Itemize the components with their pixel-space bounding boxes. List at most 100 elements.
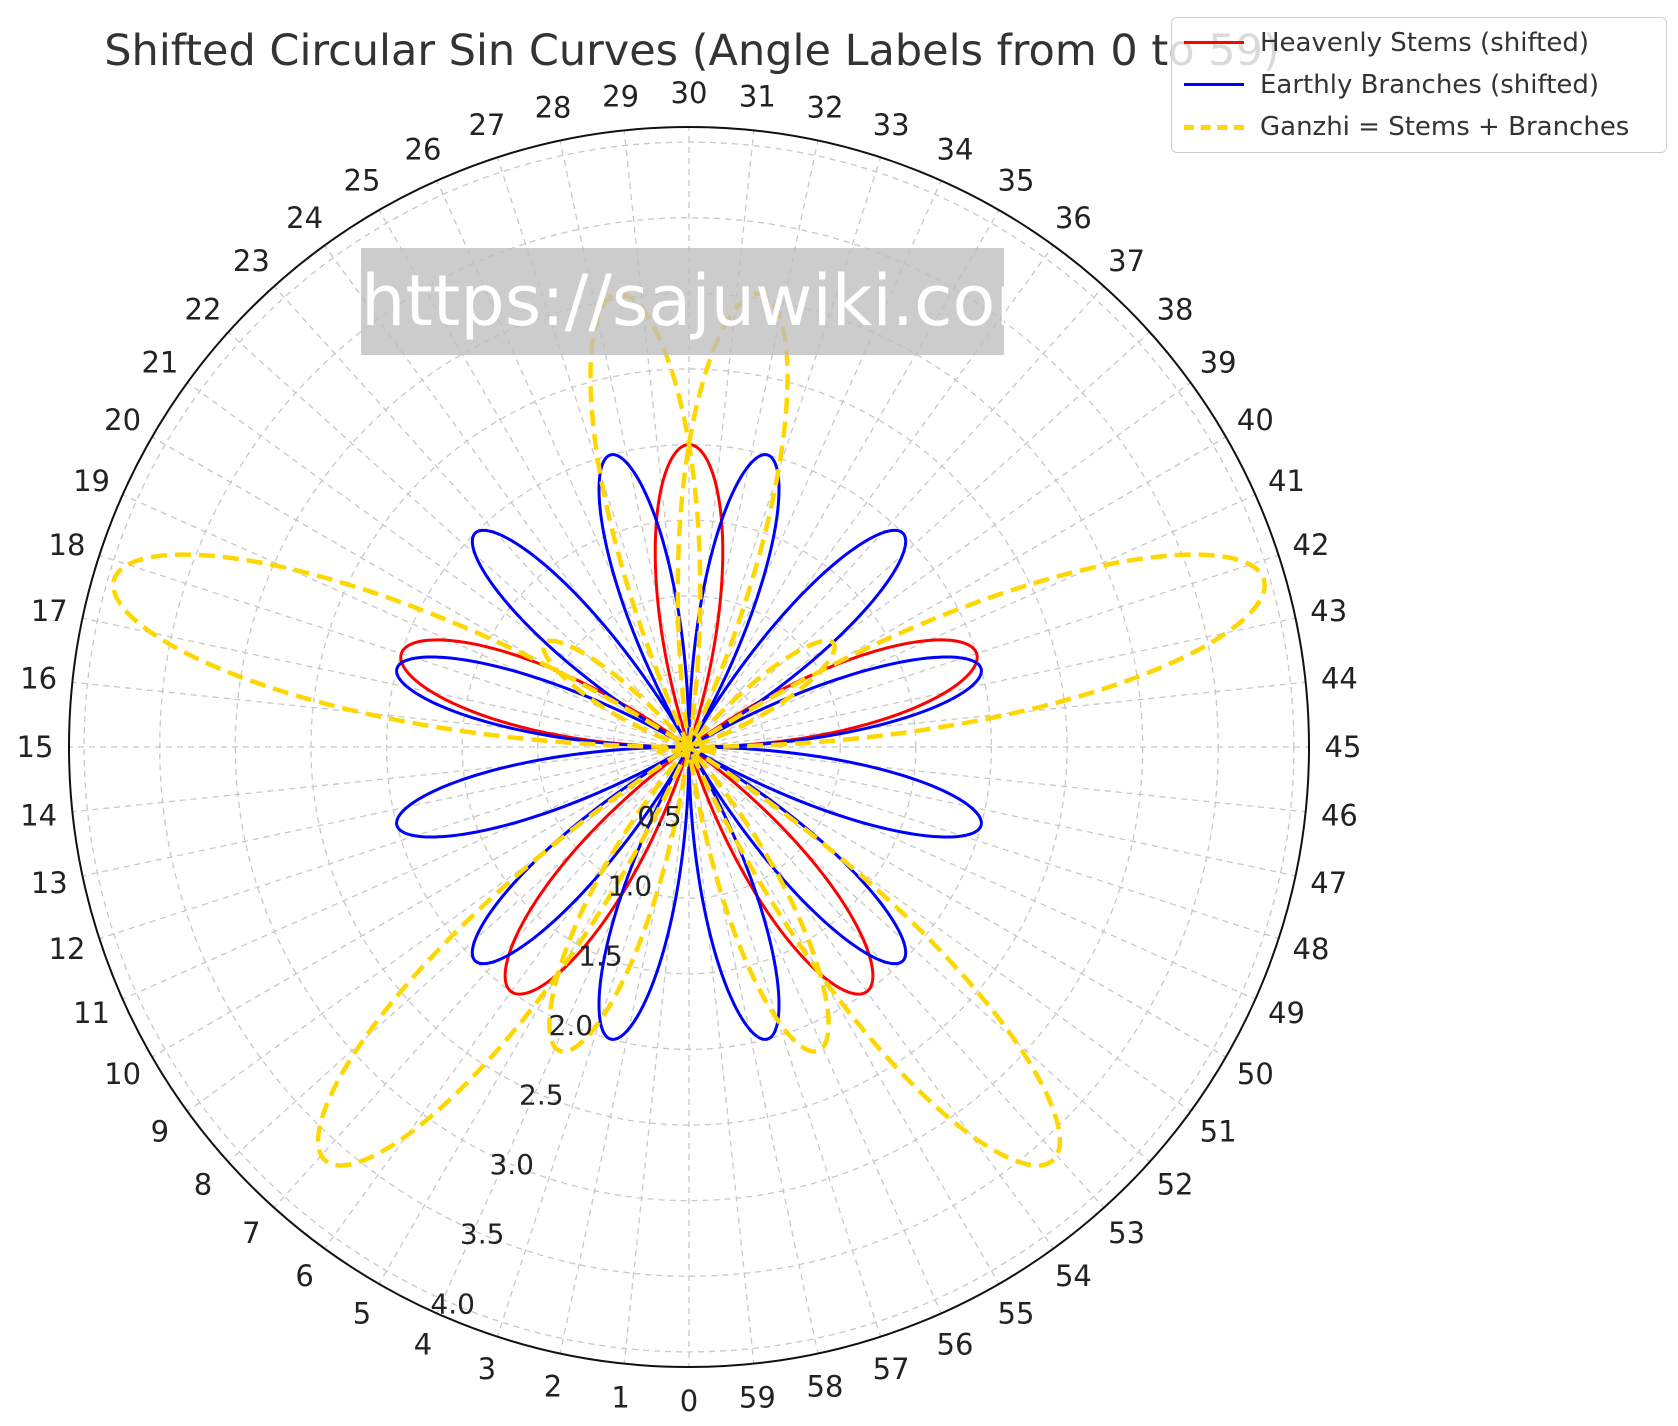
angular-grid-line [688,746,1227,1058]
series-layer [111,291,1267,1168]
angle-tick-label: 37 [1108,244,1145,278]
angle-tick-label: 20 [104,403,141,437]
angle-tick-label: 52 [1157,1168,1194,1202]
angular-grid-line [324,245,690,748]
radial-tick-label: 3.0 [489,1148,534,1181]
angle-tick-label: 10 [104,1057,141,1091]
angular-grid-line [688,746,1191,1112]
angle-tick-label: 43 [1310,594,1347,628]
angle-tick-label: 56 [937,1327,974,1361]
angular-grid-line [151,746,690,1058]
angle-tick-label: 4 [414,1327,432,1361]
tick-labels: 0123456789101112131415161718192021222324… [17,76,1362,1418]
angular-grid-line [559,746,690,1354]
legend-swatch-ganzhi [1184,125,1244,130]
angular-grid-line [688,157,882,748]
radial-tick-label: 0.5 [637,800,682,833]
angle-tick-label: 59 [739,1380,776,1414]
polar-frame [68,126,1310,1368]
chart-title: Shifted Circular Sin Curves (Angle Label… [104,26,1280,76]
angle-tick-label: 2 [544,1370,562,1404]
legend-swatch-stems [1184,41,1244,44]
angle-tick-label: 58 [807,1370,844,1404]
angular-grid-line [378,209,690,748]
angle-tick-label: 11 [73,996,110,1030]
angular-grid-line [688,180,942,748]
angle-tick-label: 29 [602,80,639,114]
legend-label-stems: Heavenly Stems (shifted) [1260,28,1589,58]
angle-tick-label: 40 [1237,403,1274,437]
angular-grid-line [99,554,690,748]
watermark: https://sajuwiki.com [361,248,1004,355]
angular-grid-line [688,746,1105,1209]
angle-tick-label: 22 [185,292,222,326]
angle-tick-label: 16 [20,662,57,696]
angle-tick-label: 45 [1325,730,1362,764]
radial-grid-circle [83,141,1295,1353]
angle-tick-label: 24 [286,201,323,235]
angular-grid-line [688,746,1256,1000]
series-ganzhi [111,291,1267,1168]
angle-tick-label: 57 [873,1352,910,1386]
angle-tick-label: 53 [1108,1216,1145,1250]
angular-grid-line [227,331,690,748]
angle-tick-label: 42 [1293,528,1330,562]
angle-tick-label: 26 [405,133,442,167]
radial-tick-label: 2.5 [519,1078,564,1111]
angle-tick-label: 31 [739,80,776,114]
angle-tick-label: 0 [680,1384,698,1418]
angle-tick-label: 55 [998,1296,1035,1330]
angle-tick-label: 3 [478,1352,496,1386]
radial-tick-label: 2.0 [549,1009,594,1042]
angle-tick-label: 54 [1055,1259,1092,1293]
legend-item-ganzhi: Ganzhi = Stems + Branches [1172,110,1666,146]
angle-tick-label: 13 [31,866,68,900]
angular-grid-line [187,382,690,748]
angular-grid-line [688,140,819,748]
angle-tick-label: 23 [233,244,270,278]
angle-tick-label: 17 [31,594,68,628]
angle-tick-label: 1 [611,1380,629,1414]
legend: Heavenly Stems (shifted) Earthly Branche… [1171,17,1667,153]
angle-tick-label: 39 [1200,346,1237,380]
angular-grid-line [227,746,690,1163]
angular-grid-line [688,245,1054,748]
angle-tick-label: 12 [49,932,86,966]
angle-tick-label: 38 [1157,292,1194,326]
angular-grid-line [273,746,690,1209]
angle-tick-label: 8 [194,1168,212,1202]
angular-grid-line [688,617,1296,748]
radial-grid-circle [537,595,841,899]
angle-tick-label: 48 [1293,932,1330,966]
legend-item-stems: Heavenly Stems (shifted) [1172,26,1666,62]
angular-grid-line [688,746,1054,1249]
angle-tick-label: 19 [73,464,110,498]
angular-grid-line [688,746,1306,813]
angle-tick-label: 34 [937,133,974,167]
angular-grid-line [688,746,1000,1285]
angle-tick-label: 51 [1200,1114,1237,1148]
angular-grid-line [688,494,1256,748]
angular-grid-line [559,140,690,748]
angle-tick-label: 28 [535,90,572,124]
angle-tick-label: 44 [1321,662,1358,696]
angular-grid-line [496,157,690,748]
angular-grid-line [688,746,1279,940]
angle-tick-label: 15 [17,730,54,764]
angle-tick-label: 47 [1310,866,1347,900]
angular-grid-line [623,746,690,1364]
legend-swatch-branches [1184,83,1244,86]
angular-grid-line [688,209,1000,748]
angle-tick-label: 30 [671,76,708,110]
polar-grid [69,127,1309,1367]
angle-tick-label: 25 [344,164,381,198]
angular-grid-line [273,285,690,748]
radial-tick-label: 4.0 [430,1287,475,1320]
angular-grid-line [187,746,690,1112]
angle-tick-label: 50 [1237,1057,1274,1091]
angular-grid-line [688,554,1279,748]
angle-tick-label: 5 [353,1296,371,1330]
angular-grid-line [82,746,690,877]
angular-grid-line [151,436,690,748]
angular-grid-line [82,617,690,748]
